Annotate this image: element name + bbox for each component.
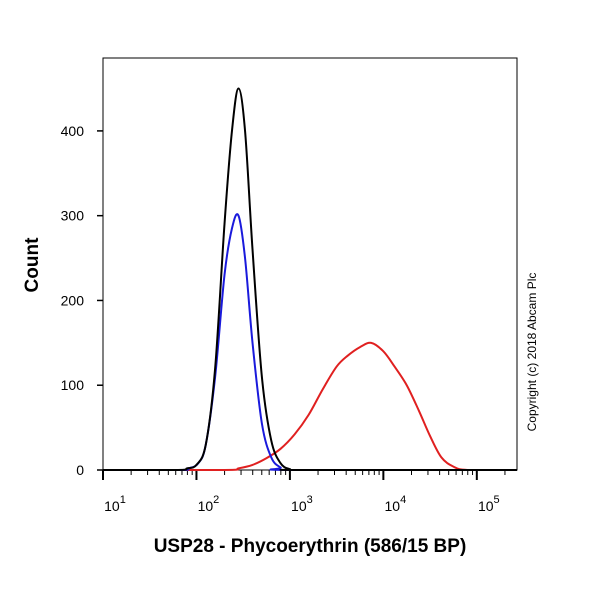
y-tick-label: 100 (61, 377, 85, 393)
series-group (103, 87, 517, 472)
copyright-annotation: Copyright (c) 2018 Abcam Plc (525, 273, 539, 432)
x-axis: 101 102 103 104 105 (102, 470, 506, 514)
x-tick-label: 104 (385, 494, 407, 514)
x-axis-title: USP28 - Phycoerythrin (586/15 BP) (154, 536, 467, 557)
y-tick-label: 0 (76, 462, 84, 478)
y-axis: 0 100 200 300 400 (61, 123, 103, 478)
x-tick-label: 105 (478, 494, 500, 514)
series-blue-line (103, 213, 517, 472)
y-tick-label: 400 (61, 123, 85, 139)
x-tick-label: 102 (198, 494, 220, 514)
series-red-line (103, 341, 517, 472)
x-tick-label: 101 (104, 494, 126, 514)
y-tick-label: 300 (61, 208, 85, 224)
x-tick-label: 103 (291, 494, 313, 514)
y-tick-label: 200 (61, 292, 85, 308)
y-axis-title: Count (22, 237, 43, 293)
series-black-line (103, 87, 517, 472)
plot-frame (102, 57, 518, 471)
